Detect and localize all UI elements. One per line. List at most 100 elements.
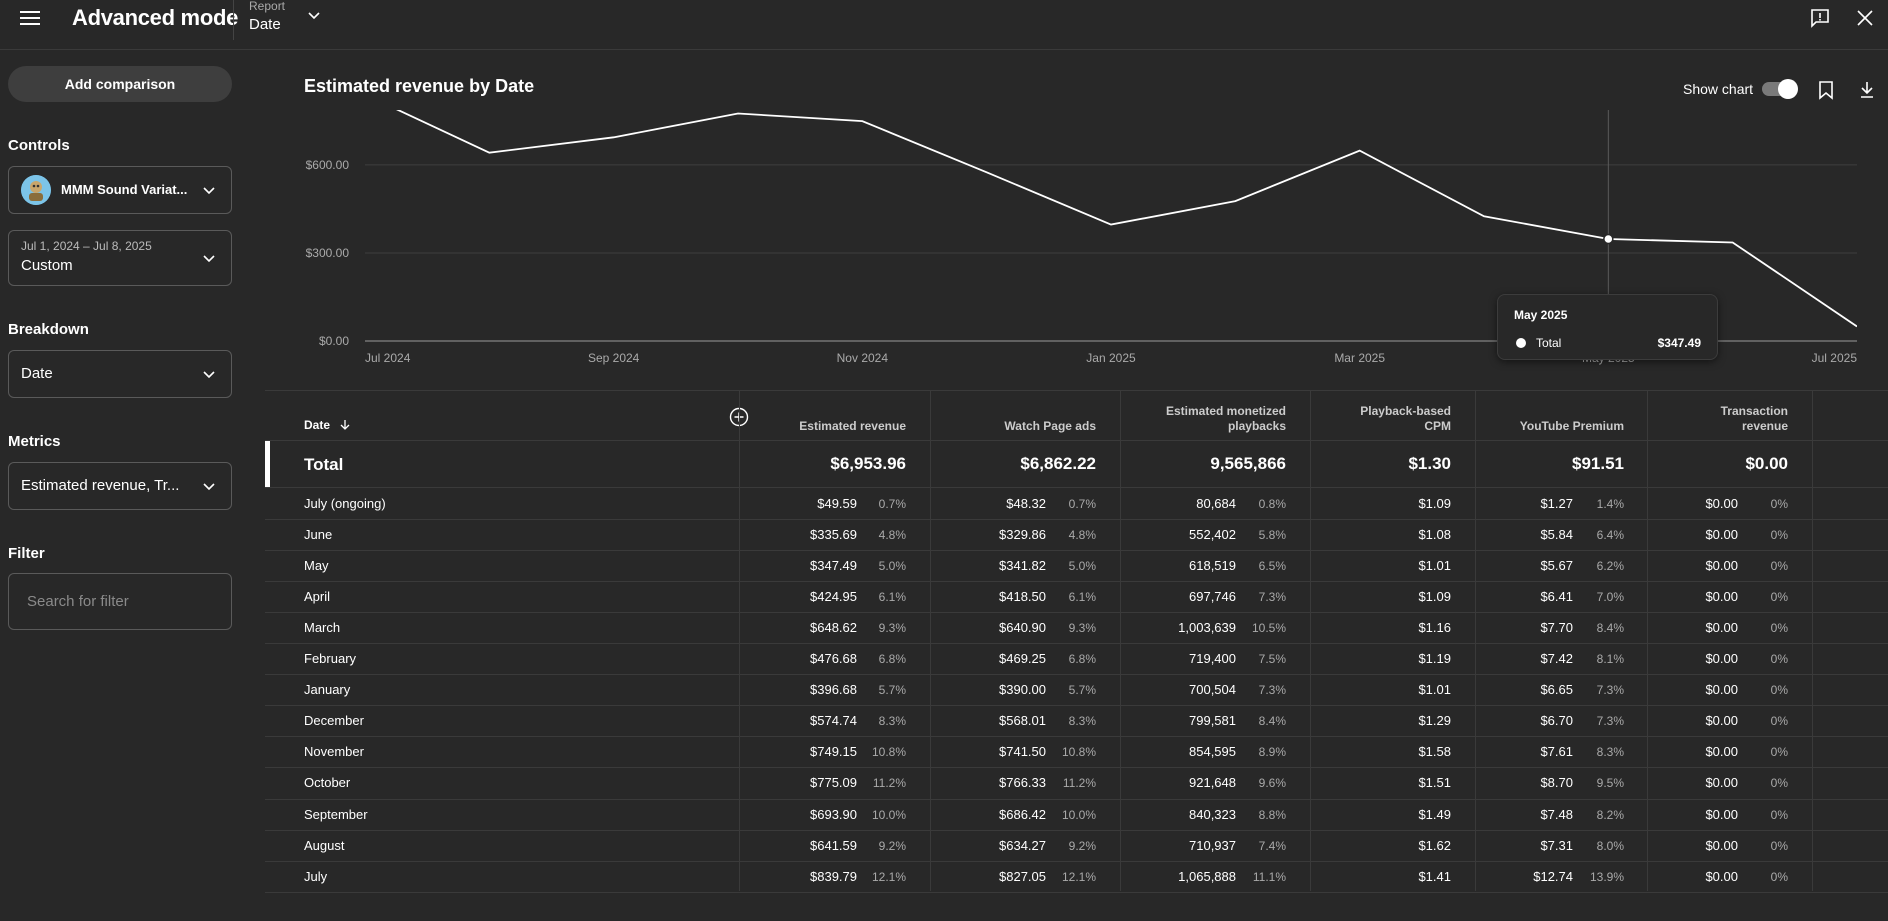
cell-value: $0.00 [1705, 682, 1738, 698]
cell-value: $0.00 [1705, 651, 1738, 667]
row-label: May [304, 558, 329, 574]
x-tick-label: Jul 2025 [1812, 351, 1858, 365]
chevron-down-icon [203, 483, 215, 491]
cell-value: 552,402 [1189, 527, 1236, 543]
cell-percent: 5.8% [1258, 528, 1286, 543]
top-bar: Advanced mode Report Date [0, 0, 1888, 50]
filter-search-input[interactable] [8, 573, 232, 630]
cell-value: $7.61 [1540, 744, 1573, 760]
column-divider [930, 391, 931, 891]
total-value: 9,565,866 [1210, 454, 1286, 473]
x-tick-label: Jan 2025 [1086, 351, 1136, 365]
cell-percent: 12.1% [1061, 869, 1096, 884]
table-row-border [265, 829, 1888, 831]
sort-arrow-down-icon[interactable] [339, 419, 351, 431]
cell-percent: 8.3% [878, 714, 906, 729]
column-header-line: Estimated revenue [799, 419, 906, 433]
cell-value: $6.70 [1540, 713, 1573, 729]
date-range-selector[interactable]: Jul 1, 2024 – Jul 8, 2025 Custom [8, 230, 232, 286]
cell-value: $1.62 [1418, 837, 1451, 853]
add-comparison-button[interactable]: Add comparison [8, 66, 232, 102]
cell-percent: 0.7% [878, 497, 906, 511]
cell-value: $1.58 [1418, 744, 1451, 760]
cell-value: $634.27 [999, 837, 1046, 853]
cell-percent: 10.8% [871, 745, 906, 760]
download-icon[interactable] [1858, 80, 1876, 100]
cell-value: $1.09 [1418, 496, 1451, 511]
cell-value: $49.59 [817, 496, 857, 511]
x-tick-label: Jul 2024 [365, 351, 411, 365]
column-header[interactable]: Transaction revenue [1628, 404, 1788, 434]
cell-value: $686.42 [999, 806, 1046, 822]
cell-percent: 0% [1770, 652, 1788, 667]
cell-value: $1.01 [1418, 558, 1451, 574]
bookmark-icon[interactable] [1817, 80, 1835, 100]
column-header[interactable]: Watch Page ads [936, 419, 1096, 434]
cell-value: $329.86 [999, 527, 1046, 543]
table-row-border [265, 612, 1888, 614]
cell-percent: 8.4% [1258, 714, 1286, 729]
column-header[interactable]: YouTube Premium [1464, 419, 1624, 434]
cell-value: $775.09 [810, 775, 857, 791]
tooltip-title: May 2025 [1514, 308, 1568, 322]
table-row-border [265, 519, 1888, 521]
feedback-icon[interactable] [1810, 8, 1830, 28]
row-label: February [304, 651, 357, 667]
channel-selector[interactable]: MMM Sound Variat... [8, 166, 232, 214]
column-header-line: revenue [1741, 419, 1788, 433]
date-column-header[interactable]: Date [304, 418, 331, 432]
cell-percent: 11.2% [872, 776, 906, 791]
cell-value: 700,504 [1189, 682, 1236, 698]
cell-percent: 8.9% [1258, 745, 1286, 760]
cell-percent: 9.5% [1596, 776, 1624, 791]
column-header[interactable]: Playback-based CPM [1291, 404, 1451, 434]
column-divider [739, 391, 740, 891]
toggle-knob[interactable] [1778, 79, 1798, 99]
row-label: November [304, 744, 364, 760]
cell-value: 854,595 [1189, 744, 1236, 760]
cell-value: $568.01 [999, 713, 1046, 729]
cell-percent: 0.7% [1068, 497, 1096, 511]
report-selector[interactable]: Date [249, 16, 281, 33]
breakdown-selector[interactable]: Date [8, 350, 232, 398]
metrics-label: Metrics [8, 433, 61, 450]
chevron-down-icon[interactable] [306, 8, 322, 24]
cell-value: $1.27 [1540, 496, 1573, 511]
data-point [1603, 233, 1614, 245]
header-divider [233, 0, 234, 40]
cell-value: $390.00 [999, 682, 1046, 698]
cell-percent: 0% [1770, 807, 1788, 822]
cell-percent: 0% [1770, 621, 1788, 636]
menu-icon[interactable] [20, 8, 40, 26]
cell-percent: 7.3% [1596, 683, 1624, 698]
cell-percent: 0.8% [1258, 497, 1286, 511]
cell-percent: 0% [1770, 776, 1788, 791]
cell-value: $0.00 [1705, 775, 1738, 791]
close-icon[interactable] [1856, 9, 1874, 27]
cell-value: $641.59 [810, 837, 857, 853]
cell-percent: 6.8% [878, 652, 906, 667]
column-divider [1812, 391, 1813, 891]
table-row-border [265, 705, 1888, 707]
table-row-border [265, 798, 1888, 800]
total-row-border [265, 487, 1888, 488]
cell-percent: 9.2% [878, 838, 906, 853]
cell-percent: 9.3% [1068, 621, 1096, 636]
column-header[interactable]: Estimated monetized playbacks [1126, 404, 1286, 434]
cell-percent: 7.4% [1258, 838, 1286, 853]
chevron-down-icon [203, 255, 215, 263]
cell-percent: 10.0% [1061, 807, 1096, 822]
metrics-selector[interactable]: Estimated revenue, Tr... [8, 462, 232, 510]
total-value: $91.51 [1572, 454, 1624, 473]
cell-value: $335.69 [810, 527, 857, 543]
cell-value: $1.41 [1418, 868, 1451, 884]
cell-percent: 10.5% [1251, 621, 1286, 636]
column-divider [1120, 391, 1121, 891]
cell-value: $396.68 [810, 682, 857, 698]
column-header[interactable]: Estimated revenue [746, 419, 906, 434]
cell-percent: 6.2% [1596, 559, 1624, 574]
cell-value: $7.42 [1540, 651, 1573, 667]
cell-value: $7.70 [1540, 620, 1573, 636]
cell-value: $1.01 [1418, 682, 1451, 698]
table-row-border [265, 643, 1888, 645]
